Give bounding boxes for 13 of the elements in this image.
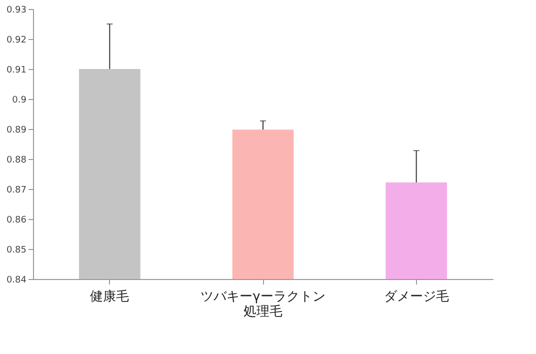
x-tick-label: ダメージ毛 bbox=[384, 290, 449, 304]
x-tick-label: 健康毛 bbox=[90, 290, 130, 304]
y-tick-label: 0.92 bbox=[6, 36, 26, 46]
y-tick-label: 0.9 bbox=[12, 96, 27, 106]
y-tick-label: 0.91 bbox=[6, 66, 26, 76]
y-tick-label: 0.86 bbox=[6, 216, 27, 226]
y-tick-label: 0.87 bbox=[6, 186, 26, 196]
y-tick-label: 0.88 bbox=[6, 156, 27, 166]
y-tick-label: 0.89 bbox=[6, 126, 27, 136]
y-tick-label: 0.85 bbox=[6, 246, 26, 256]
y-tick-label: 0.84 bbox=[6, 276, 27, 286]
y-tick-label: 0.93 bbox=[6, 6, 26, 16]
x-tick-label: ツバキーγーラクトン処理毛 bbox=[200, 290, 326, 320]
